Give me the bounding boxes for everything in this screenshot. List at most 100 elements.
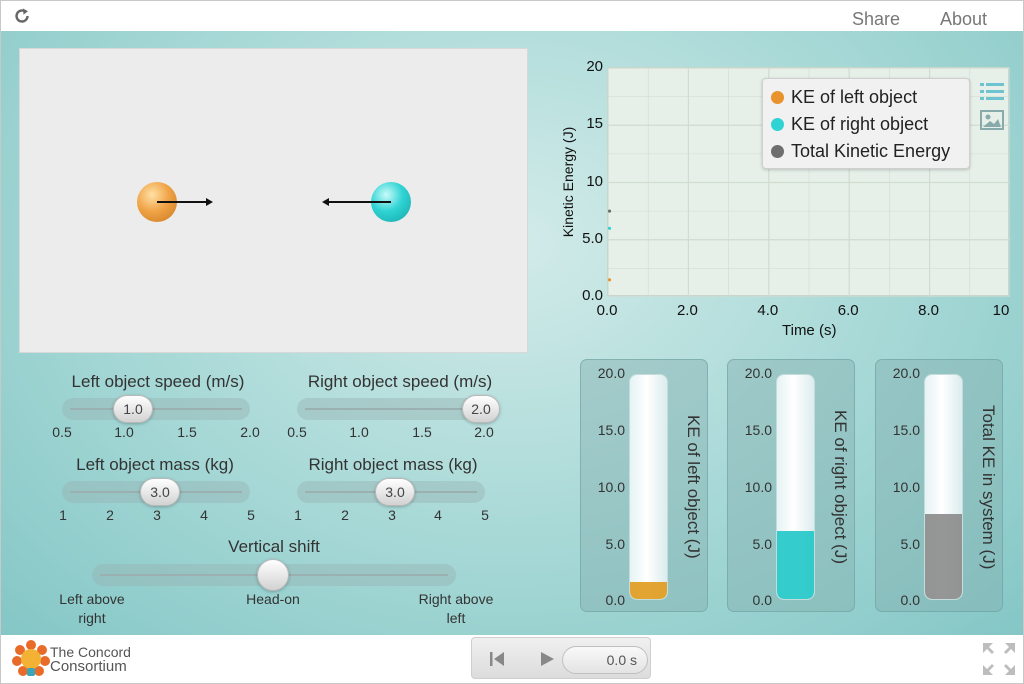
bar-tick: 20.0 [892, 365, 920, 381]
left-speed-tick: 1.0 [114, 424, 134, 440]
x-tick-label: 4.0 [757, 302, 779, 319]
right-ke-bar-graph: 20.0 15.0 10.0 5.0 0.0 KE of right objec… [727, 359, 855, 612]
y-tick-label: 15 [586, 115, 603, 133]
legend-label: KE of left object [791, 87, 918, 107]
left-speed-tick: 2.0 [240, 424, 260, 440]
image-icon[interactable] [980, 109, 1004, 131]
right-velocity-arrow [322, 198, 391, 206]
right-ke-bar-fill [777, 531, 814, 599]
vertical-shift-slider[interactable] [92, 559, 456, 591]
bar-tube [924, 374, 963, 600]
left-mass-slider[interactable]: 3.0 [62, 478, 250, 506]
bar-tick: 20.0 [744, 365, 772, 381]
total-ke-bar-label: Total KE in system (J) [979, 404, 998, 570]
right-speed-tick: 1.0 [349, 424, 369, 440]
series-point [607, 278, 612, 282]
bar-tube [629, 374, 668, 600]
left-mass-tick: 2 [106, 507, 114, 523]
reload-icon[interactable] [13, 7, 31, 25]
x-tick-label: 10 [992, 302, 1010, 319]
bar-tube [776, 374, 815, 600]
right-mass-tick: 1 [294, 507, 302, 523]
concord-logo-icon [12, 640, 50, 676]
about-button[interactable]: About [940, 9, 988, 29]
x-tick-label: 2.0 [676, 302, 698, 319]
right-mass-handle[interactable]: 3.0 [375, 478, 415, 506]
right-speed-tick: 1.5 [412, 424, 432, 440]
left-speed-handle[interactable]: 1.0 [113, 395, 153, 423]
left-speed-tick: 1.5 [177, 424, 197, 440]
x-tick-label: 8.0 [918, 302, 940, 319]
legend-list-icon[interactable] [980, 81, 1004, 103]
vertical-shift-left-label: Left above [59, 591, 125, 607]
legend-item-total-ke: Total Kinetic Energy [771, 141, 950, 162]
legend-label: Total Kinetic Energy [791, 141, 951, 161]
total-ke-bar-fill [925, 514, 962, 599]
main-stage: Left object speed (m/s) 1.0 0.5 1.0 1.5 … [1, 31, 1023, 635]
share-button[interactable]: Share [852, 9, 901, 29]
y-tick-label: 5.0 [582, 229, 603, 247]
bar-tick: 10.0 [744, 479, 772, 495]
vertical-shift-center-label: Head-on [246, 591, 300, 607]
left-mass-tick: 3 [153, 507, 161, 523]
series-point [607, 226, 612, 230]
top-bar: Share About [1, 1, 1023, 31]
bar-tick: 10.0 [597, 479, 625, 495]
concord-logo[interactable]: The Concord Consortium [11, 639, 151, 679]
vertical-shift-handle[interactable] [257, 559, 289, 591]
right-mass-slider[interactable]: 3.0 [297, 478, 485, 506]
right-mass-tick: 5 [481, 507, 489, 523]
x-tick-label: 6.0 [837, 302, 859, 319]
fullscreen-icon[interactable] [981, 641, 1017, 677]
left-ke-bar-graph: 20.0 15.0 10.0 5.0 0.0 KE of left object… [580, 359, 708, 612]
play-icon[interactable] [538, 650, 556, 668]
bar-tick: 0.0 [605, 592, 625, 608]
left-velocity-arrow [157, 198, 213, 206]
bar-tick: 5.0 [605, 536, 625, 552]
bar-tick: 0.0 [900, 592, 920, 608]
right-speed-slider[interactable]: 2.0 [297, 395, 500, 423]
legend-dot [771, 118, 784, 131]
logo-text-line1: The Concord [50, 644, 131, 660]
playback-controls: 0.0 s [471, 637, 651, 679]
left-mass-handle[interactable]: 3.0 [140, 478, 180, 506]
left-ke-bar-label: KE of left object (J) [684, 415, 703, 559]
time-display: 0.0 s [562, 646, 648, 674]
right-speed-handle[interactable]: 2.0 [462, 395, 500, 423]
left-mass-tick: 4 [200, 507, 208, 523]
graph-x-axis-label: Time (s) [782, 322, 837, 339]
bar-tick: 20.0 [597, 365, 625, 381]
right-speed-title: Right object speed (m/s) [307, 372, 493, 391]
right-ke-bar-label: KE of right object (J) [831, 409, 850, 564]
graph-legend: KE of left object KE of right object Tot… [762, 78, 970, 169]
bar-tick: 5.0 [900, 536, 920, 552]
logo-text-line2: Consortium [50, 658, 127, 675]
y-tick-label: 0.0 [582, 287, 603, 304]
right-mass-tick: 2 [341, 507, 349, 523]
right-speed-tick: 0.5 [287, 424, 307, 440]
left-mass-tick: 5 [247, 507, 255, 523]
left-speed-slider[interactable]: 1.0 [62, 395, 250, 423]
x-tick-label: 0.0 [596, 302, 618, 319]
left-speed-title: Left object speed (m/s) [71, 372, 245, 391]
y-tick-label: 20 [586, 58, 603, 75]
series-point [607, 209, 612, 213]
bar-tick: 15.0 [744, 422, 772, 438]
legend-dot [771, 91, 784, 104]
vertical-shift-left-label: right [78, 610, 106, 626]
y-tick-label: 10 [586, 172, 603, 190]
right-mass-tick: 3 [388, 507, 396, 523]
kinetic-energy-graph[interactable] [607, 67, 1011, 298]
left-ke-bar-fill [630, 582, 667, 599]
left-speed-tick: 0.5 [52, 424, 72, 440]
total-ke-bar-graph: 20.0 15.0 10.0 5.0 0.0 Total KE in syste… [875, 359, 1003, 612]
step-back-icon[interactable] [488, 650, 506, 668]
bar-tick: 15.0 [892, 422, 920, 438]
graph-y-axis-label: Kinetic Energy (J) [560, 126, 576, 238]
left-mass-tick: 1 [59, 507, 67, 523]
right-speed-tick: 2.0 [474, 424, 494, 440]
bar-tick: 5.0 [752, 536, 772, 552]
vertical-shift-title: Vertical shift [228, 537, 320, 556]
left-mass-title: Left object mass (kg) [76, 455, 234, 474]
